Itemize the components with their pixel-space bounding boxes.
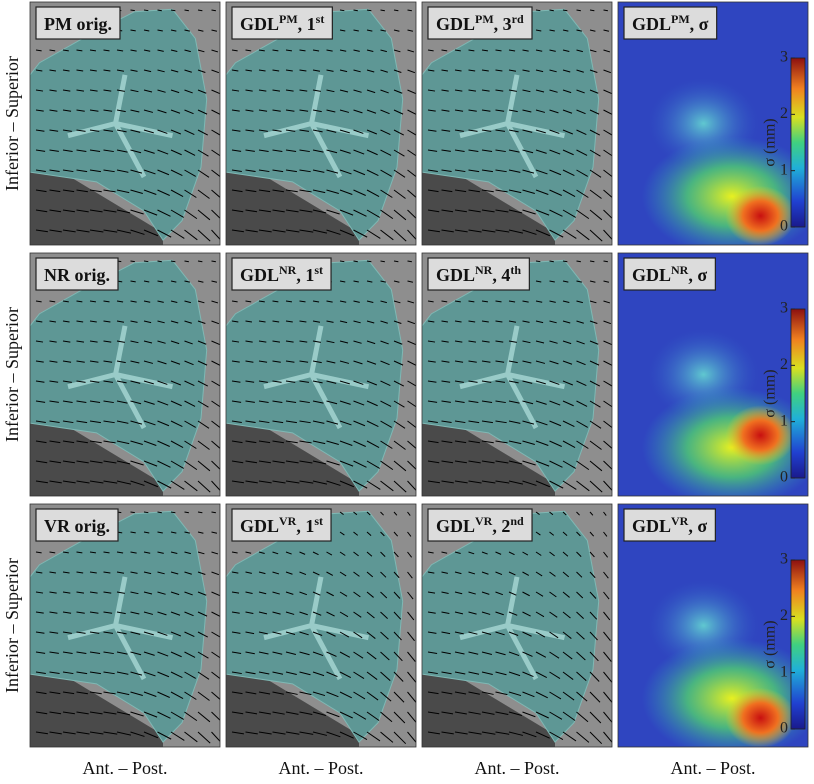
colorbar <box>791 560 805 729</box>
motion-vector <box>158 261 162 262</box>
label-suffix: , 1 <box>296 265 314 285</box>
motion-vector <box>340 261 344 262</box>
column-axis-label: Ant. – Post. <box>670 758 755 778</box>
motion-vector <box>354 10 358 11</box>
label-suffix: , 3 <box>494 14 512 34</box>
motion-vector <box>536 261 540 262</box>
label-main: PM orig. <box>44 14 112 34</box>
column-axis-label: Ant. – Post. <box>474 758 559 778</box>
panel-label: NR orig. <box>44 265 110 285</box>
label-suffix: , 1 <box>296 516 314 536</box>
uncertainty-blob <box>726 186 796 246</box>
colorbar-label: σ (mm) <box>762 369 779 417</box>
colorbar <box>791 309 805 478</box>
motion-vector <box>144 512 148 513</box>
motion-vector <box>367 261 371 262</box>
colorbar-tick-label: 0 <box>780 218 788 235</box>
label-suffix: , 4 <box>492 265 510 285</box>
colorbar-tick-label: 3 <box>780 300 788 317</box>
motion-vector <box>563 10 567 11</box>
label-main: GDL <box>436 265 475 285</box>
label-suffix: , σ <box>690 14 709 34</box>
colorbar-tick-label: 2 <box>780 607 788 624</box>
label-suffix-sup: rd <box>512 12 524 26</box>
column-axis-label: Ant. – Post. <box>278 758 363 778</box>
colorbar-label: σ (mm) <box>762 620 779 668</box>
motion-vector <box>536 10 540 11</box>
label-suffix: , 1 <box>298 14 316 34</box>
column-axis-label: Ant. – Post. <box>82 758 167 778</box>
colorbar <box>791 58 805 227</box>
motion-vector <box>131 512 135 513</box>
label-suffix-sup: st <box>316 12 325 26</box>
colorbar-tick-label: 2 <box>780 356 788 373</box>
label-suffix: , σ <box>688 516 707 536</box>
motion-vector <box>158 512 162 513</box>
label-main: GDL <box>240 265 279 285</box>
motion-vector <box>171 10 175 11</box>
label-main: GDL <box>436 14 475 34</box>
label-main: GDL <box>632 265 671 285</box>
motion-vector <box>144 261 148 262</box>
label-suffix-sup: st <box>314 263 323 277</box>
motion-vector <box>563 261 567 262</box>
motion-vector <box>144 10 148 11</box>
colorbar-tick-label: 0 <box>780 469 788 486</box>
row-axis-label: Inferior – Superior <box>2 558 22 693</box>
uncertainty-blob <box>642 136 814 256</box>
motion-vector <box>354 261 358 262</box>
label-main: GDL <box>632 14 671 34</box>
figure: Inferior – SuperiorPM orig.GDLPM, 1stGDL… <box>0 0 814 784</box>
motion-vector <box>171 261 175 262</box>
label-suffix: , 2 <box>492 516 510 536</box>
panel-label: VR orig. <box>44 516 110 536</box>
label-suffix-sup: th <box>510 263 521 277</box>
label-sup: PM <box>671 12 690 26</box>
uncertainty-blob <box>642 638 814 758</box>
motion-vector <box>367 10 371 11</box>
panel-label: GDLVR, σ <box>632 514 707 536</box>
colorbar-tick-label: 3 <box>780 551 788 568</box>
motion-vector <box>550 261 554 262</box>
label-main: GDL <box>240 14 279 34</box>
colorbar-tick-label: 0 <box>780 720 788 737</box>
panel-label: PM orig. <box>44 14 112 34</box>
motion-vector <box>171 512 175 513</box>
label-sup: PM <box>279 12 298 26</box>
label-sup: NR <box>279 263 297 277</box>
colorbar-tick-label: 3 <box>780 49 788 66</box>
label-sup: NR <box>671 263 689 277</box>
row-axis-label: Inferior – Superior <box>2 307 22 442</box>
colorbar-tick-label: 1 <box>780 161 788 178</box>
label-sup: VR <box>279 514 297 528</box>
motion-vector <box>340 10 344 11</box>
label-sup: VR <box>671 514 689 528</box>
motion-vector <box>131 10 135 11</box>
label-main: GDL <box>632 516 671 536</box>
panel-label: GDLPM, σ <box>632 12 709 34</box>
label-main: GDL <box>436 516 475 536</box>
colorbar-tick-label: 1 <box>780 412 788 429</box>
uncertainty-blob <box>726 688 796 748</box>
label-main: GDL <box>240 516 279 536</box>
motion-vector <box>158 10 162 11</box>
motion-vector <box>550 10 554 11</box>
panel-label: GDLNR, σ <box>632 263 707 285</box>
label-sup: PM <box>475 12 494 26</box>
motion-vector <box>131 261 135 262</box>
page: Inferior – SuperiorPM orig.GDLPM, 1stGDL… <box>0 0 814 784</box>
row-axis-label: Inferior – Superior <box>2 56 22 191</box>
label-main: NR orig. <box>44 265 110 285</box>
label-sup: VR <box>475 514 493 528</box>
label-main: VR orig. <box>44 516 110 536</box>
label-suffix-sup: st <box>314 514 323 528</box>
label-suffix: , σ <box>688 265 707 285</box>
colorbar-tick-label: 1 <box>780 663 788 680</box>
colorbar-label: σ (mm) <box>762 118 779 166</box>
label-sup: NR <box>475 263 493 277</box>
colorbar-tick-label: 2 <box>780 105 788 122</box>
label-suffix-sup: nd <box>510 514 524 528</box>
